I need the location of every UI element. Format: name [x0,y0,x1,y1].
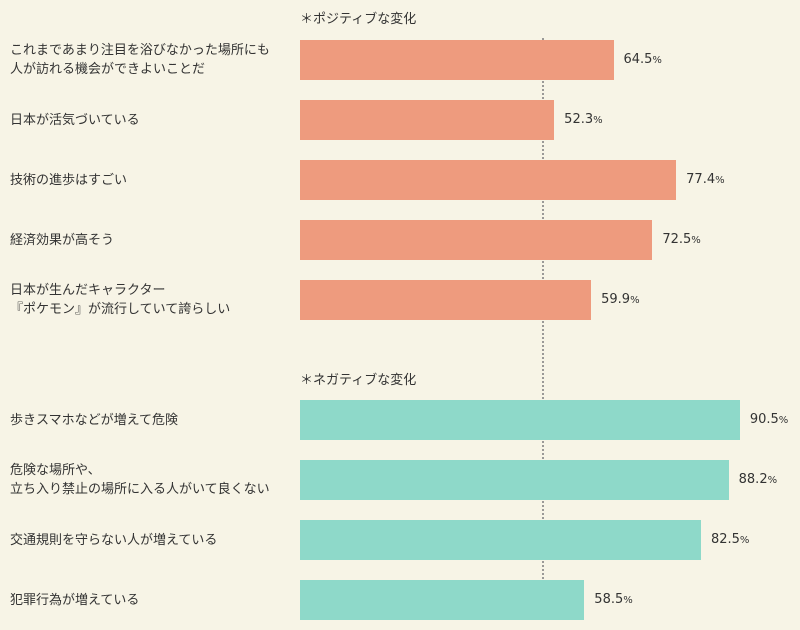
value-label: 52.3% [564,112,603,127]
category-label: 危険な場所や、 立ち入り禁止の場所に入る人がいて良くない [10,463,270,497]
bar [300,460,729,500]
category-label: 交通規則を守らない人が増えている [10,532,218,548]
value-label: 64.5% [623,52,662,67]
bar [300,220,653,260]
category-label: 歩きスマホなどが増えて危険 [10,412,178,428]
category-label: これまであまり注目を浴びなかった場所にも 人が訪れる機会ができよいことだ [10,43,270,77]
category-label: 日本が生んだキャラクター 『ポケモン』が流行していて誇らしい [10,283,231,317]
category-label: 犯罪行為が増えている [10,592,140,608]
value-label: 59.9% [601,292,640,307]
section-title: ＊ネガティブな変化 [300,373,417,388]
bar [300,160,677,200]
bar [300,280,592,320]
category-label: 日本が活気づいている [10,112,140,128]
category-label: 技術の進歩はすごい [10,172,128,188]
bar [300,520,701,560]
category-label: 経済効果が高そう [10,232,115,248]
reference-line [542,38,544,618]
value-label: 72.5% [662,232,701,247]
bar [300,100,555,140]
value-label: 88.2% [738,472,778,487]
value-label: 58.5% [594,592,633,607]
bar [300,40,614,80]
bar [300,400,740,440]
value-label: 82.5% [710,532,750,547]
bar [300,580,585,620]
value-label: 90.5% [749,412,789,427]
value-label: 77.4% [686,172,725,187]
section-title: ＊ポジティブな変化 [300,12,417,27]
